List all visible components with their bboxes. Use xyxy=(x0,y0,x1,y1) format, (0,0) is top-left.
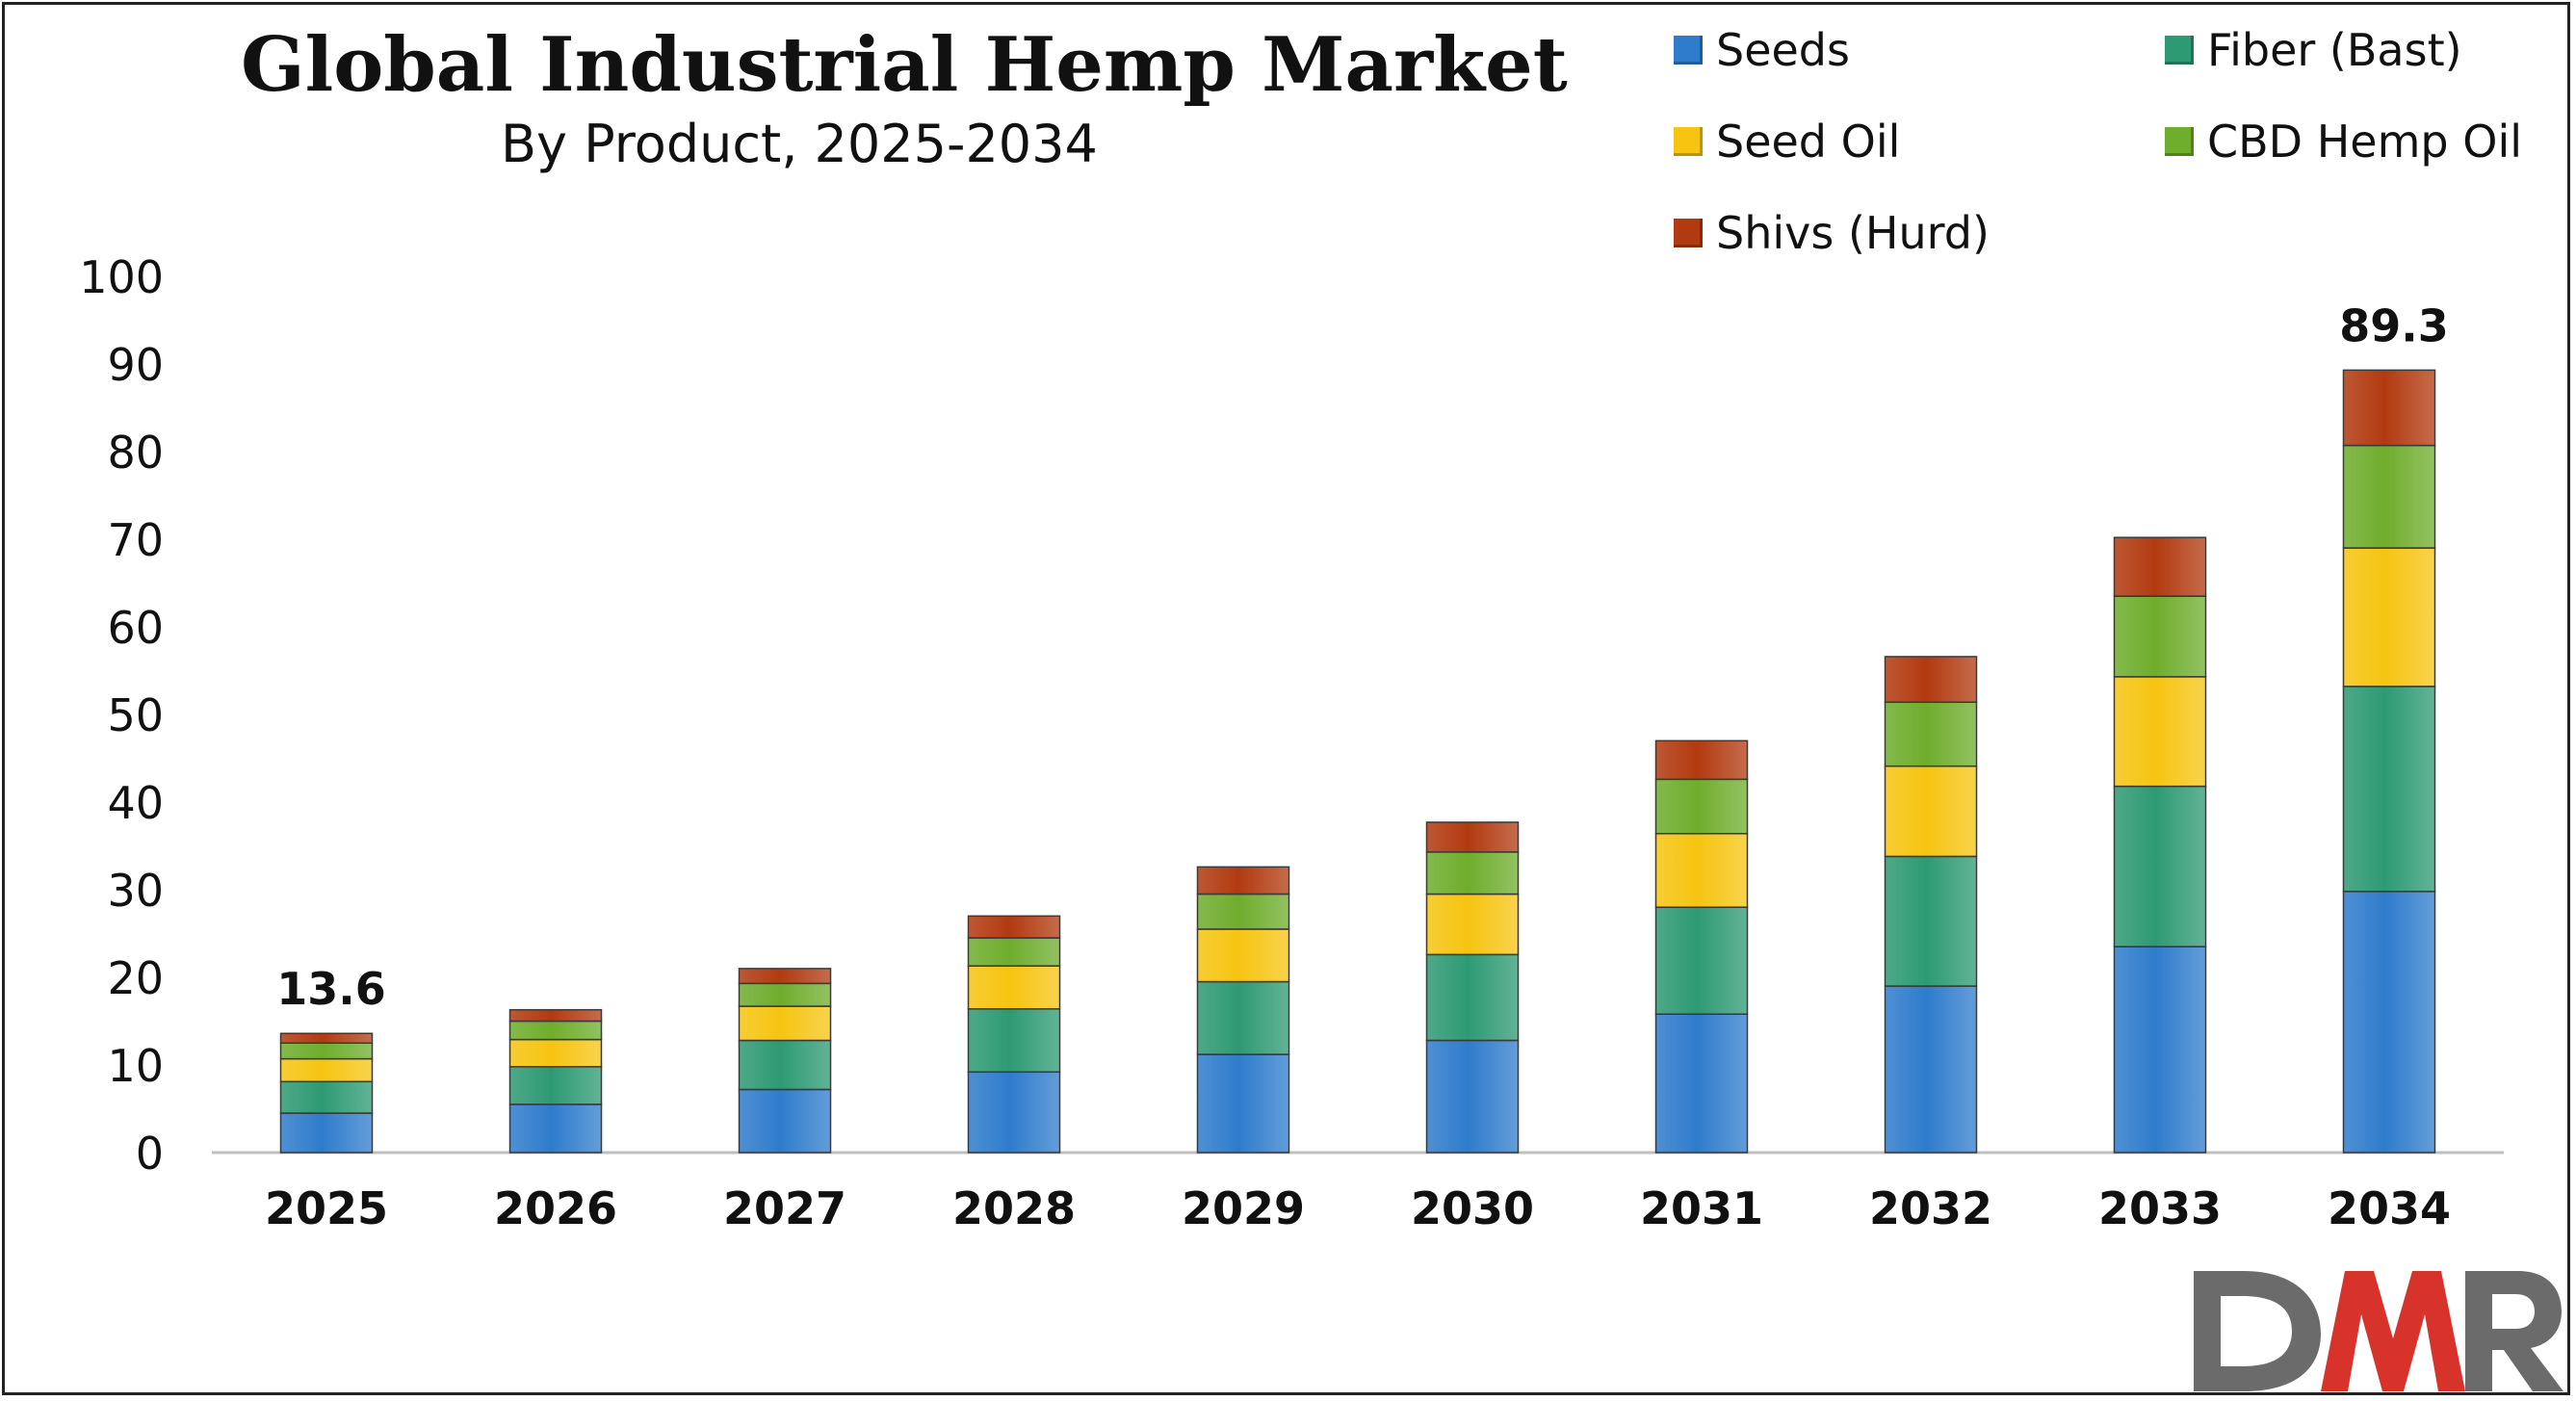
x-tick-label: 2034 xyxy=(2328,1182,2451,1234)
legend-label: Fiber (Bast) xyxy=(2207,24,2462,76)
x-tick-label: 2032 xyxy=(1869,1182,1992,1234)
bar-segment-seed-oil-2033 xyxy=(2113,676,2207,788)
bar-segment-seeds-2026 xyxy=(508,1103,603,1154)
bar-segment-shivs-hurd--2032 xyxy=(1884,656,1978,704)
x-tick-label: 2026 xyxy=(494,1182,617,1234)
x-tick-label: 2025 xyxy=(265,1182,388,1234)
bar-segment-fiber-bast--2031 xyxy=(1654,906,1749,1015)
legend-item-shivs-hurd-: Shivs (Hurd) xyxy=(1674,207,1990,259)
y-tick-label: 50 xyxy=(107,689,164,741)
legend-swatch xyxy=(1674,36,1703,65)
legend-label: Seeds xyxy=(1716,24,1850,76)
bar-segment-seed-oil-2027 xyxy=(738,1005,832,1042)
bar-segment-cbd-hemp-oil-2031 xyxy=(1654,778,1749,835)
bar-segment-cbd-hemp-oil-2029 xyxy=(1196,893,1290,930)
bar-segment-shivs-hurd--2025 xyxy=(279,1032,374,1044)
x-tick-label: 2029 xyxy=(1182,1182,1305,1234)
bar-segment-shivs-hurd--2026 xyxy=(508,1008,603,1023)
y-tick-label: 100 xyxy=(79,251,164,303)
y-tick-label: 40 xyxy=(107,777,164,829)
bar-segment-shivs-hurd--2028 xyxy=(967,915,1061,939)
legend-swatch xyxy=(1674,219,1703,247)
bar-segment-cbd-hemp-oil-2027 xyxy=(738,982,832,1007)
bar-segment-fiber-bast--2034 xyxy=(2342,686,2436,893)
y-tick-label: 80 xyxy=(107,427,164,479)
y-tick-label: 60 xyxy=(107,602,164,654)
bar-segment-fiber-bast--2033 xyxy=(2113,785,2207,947)
legend-label: CBD Hemp Oil xyxy=(2207,116,2523,168)
data-label: 13.6 xyxy=(276,963,386,1015)
bar-segment-seeds-2029 xyxy=(1196,1053,1290,1154)
dmr-logo-letters xyxy=(2194,1271,2563,1391)
legend-item-seeds: Seeds xyxy=(1674,24,1850,76)
bar-segment-fiber-bast--2032 xyxy=(1884,855,1978,987)
bar-segment-seeds-2034 xyxy=(2342,891,2436,1154)
bar-segment-shivs-hurd--2029 xyxy=(1196,866,1290,895)
bar-segment-cbd-hemp-oil-2026 xyxy=(508,1020,603,1041)
bar-segment-seed-oil-2032 xyxy=(1884,765,1978,858)
legend-swatch xyxy=(1674,127,1703,156)
bar-segment-fiber-bast--2028 xyxy=(967,1008,1061,1074)
bar-segment-seed-oil-2025 xyxy=(279,1057,374,1083)
y-tick-label: 0 xyxy=(136,1128,164,1180)
bar-segment-seeds-2031 xyxy=(1654,1013,1749,1154)
bar-segment-cbd-hemp-oil-2033 xyxy=(2113,595,2207,678)
bar-segment-seed-oil-2034 xyxy=(2342,547,2436,688)
dmr-logo xyxy=(2194,1271,2563,1391)
x-tick-label: 2030 xyxy=(1411,1182,1534,1234)
legend-label: Shivs (Hurd) xyxy=(1716,207,1990,259)
bar-segment-seeds-2027 xyxy=(738,1088,832,1154)
bar-segment-seeds-2030 xyxy=(1425,1039,1520,1154)
bar-segment-seed-oil-2031 xyxy=(1654,833,1749,908)
data-label: 89.3 xyxy=(2339,299,2449,351)
y-tick-label: 70 xyxy=(107,514,164,566)
legend-item-seed-oil: Seed Oil xyxy=(1674,116,1900,168)
x-tick-label: 2031 xyxy=(1640,1182,1763,1234)
y-tick-label: 30 xyxy=(107,865,164,917)
bar-segment-seeds-2032 xyxy=(1884,985,1978,1154)
bar-segment-cbd-hemp-oil-2030 xyxy=(1425,851,1520,895)
x-tick-label: 2027 xyxy=(723,1182,846,1234)
bar-segment-fiber-bast--2025 xyxy=(279,1080,374,1114)
bar-segment-fiber-bast--2026 xyxy=(508,1066,603,1105)
bar-segment-shivs-hurd--2031 xyxy=(1654,739,1749,781)
x-tick-label: 2028 xyxy=(952,1182,1076,1234)
bar-segment-shivs-hurd--2034 xyxy=(2342,369,2436,447)
legend-item-fiber-bast-: Fiber (Bast) xyxy=(2165,24,2462,76)
chart-subtitle: By Product, 2025-2034 xyxy=(501,114,1098,174)
bar-segment-cbd-hemp-oil-2025 xyxy=(279,1042,374,1060)
bar-segment-fiber-bast--2027 xyxy=(738,1039,832,1091)
legend-label: Seed Oil xyxy=(1716,116,1901,168)
legend-item-cbd-hemp-oil: CBD Hemp Oil xyxy=(2165,116,2522,168)
x-tick-label: 2033 xyxy=(2098,1182,2222,1234)
bar-segment-fiber-bast--2030 xyxy=(1425,953,1520,1042)
bar-segment-shivs-hurd--2030 xyxy=(1425,821,1520,853)
bar-segment-cbd-hemp-oil-2034 xyxy=(2342,444,2436,549)
legend-swatch xyxy=(2165,127,2194,156)
bar-segment-seed-oil-2030 xyxy=(1425,893,1520,956)
bar-segment-seeds-2028 xyxy=(967,1071,1061,1154)
y-tick-label: 90 xyxy=(107,339,164,391)
chart-title: Global Industrial Hemp Market xyxy=(241,21,1568,109)
bar-segment-seeds-2025 xyxy=(279,1112,374,1154)
bar-segment-cbd-hemp-oil-2032 xyxy=(1884,701,1978,767)
y-tick-label: 20 xyxy=(107,952,164,1004)
bar-segment-seed-oil-2026 xyxy=(508,1038,603,1068)
bar-segment-seed-oil-2029 xyxy=(1196,928,1290,983)
bar-segment-shivs-hurd--2033 xyxy=(2113,536,2207,597)
bar-segment-cbd-hemp-oil-2028 xyxy=(967,937,1061,967)
bar-segment-seed-oil-2028 xyxy=(967,965,1061,1010)
bar-segment-shivs-hurd--2027 xyxy=(738,968,832,985)
y-tick-label: 10 xyxy=(107,1040,164,1092)
bar-segment-seeds-2033 xyxy=(2113,946,2207,1154)
legend-swatch xyxy=(2165,36,2194,65)
bar-segment-fiber-bast--2029 xyxy=(1196,980,1290,1055)
